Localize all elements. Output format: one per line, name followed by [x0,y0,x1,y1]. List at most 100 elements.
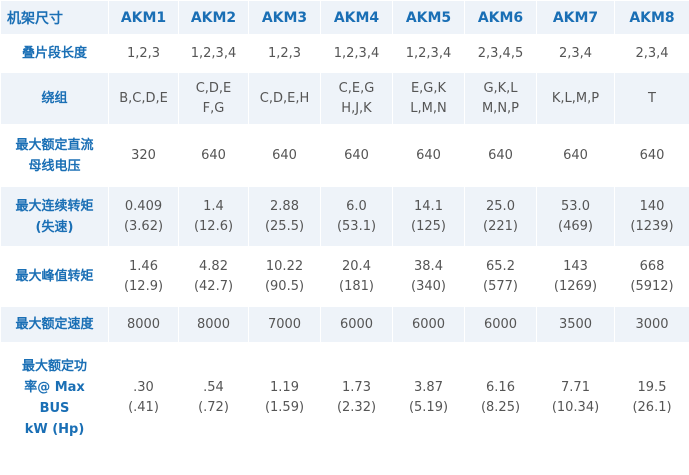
row-label-line: 率@ Max [24,379,85,395]
row-label: 最大额定功 率@ Max BUS kW (Hp) [0,342,109,453]
cell-line: G,K,L [483,80,518,96]
row-label-line: 最大额定功 [21,358,87,374]
cell-line: 3000 [635,316,669,332]
cell-line: 140 [639,198,665,214]
table-cell: 2,3,4 [614,34,689,73]
table-cell: 668 (5912) [614,246,689,307]
cell-line: 640 [344,147,369,163]
cell-line: (26.1) [632,399,672,415]
row-label-line: 最大额定速度 [15,317,94,332]
row-label: 最大峰值转矩 [0,246,109,307]
row-label-line: kW (Hp) [24,421,85,437]
row-label-line: (失速) [35,219,74,235]
cell-line: 8000 [126,316,161,332]
cell-line: 2.88 [270,198,299,214]
cell-line: (181) [339,278,374,294]
table-cell: 1.19 (1.59) [248,342,321,453]
cell-line: (1.59) [264,399,305,415]
cell-line: (221) [483,218,518,234]
model-header: AKM8 [614,0,689,35]
table-cell: 3.87 (5.19) [392,342,465,453]
table-cell: 8000 [178,306,249,343]
table-row: 最大额定功 率@ Max BUS kW (Hp) .30 (.41) .54 (.72) 1.1… [0,342,689,453]
table-cell: .30 (.41) [108,342,179,453]
cell-line: 7000 [267,316,302,332]
table-cell: 2,3,4,5 [464,34,537,73]
table-cell: 640 [536,124,615,187]
cell-line: 2,3,4,5 [477,45,524,61]
spec-table: 机架尺寸 AKM1 AKM2 AKM3 AKM4 AKM5 AKM6 AKM7 … [0,0,689,453]
cell-line: (12.6) [193,218,234,234]
table-cell: 3500 [536,306,615,343]
cell-line: 1.46 [129,258,158,274]
cell-line: 1,2,3,4 [405,45,452,61]
cell-line: 2,3,4 [558,45,593,61]
table-cell: 3000 [614,306,689,343]
table-cell: 1,2,3 [248,34,321,73]
cell-line: H,J,K [341,100,372,116]
cell-line: 0.409 [124,198,163,214]
row-label-line: 最大峰值转矩 [15,269,94,284]
cell-line: (3.62) [123,218,164,234]
cell-line: 38.4 [414,258,443,274]
cell-line: (12.9) [123,278,164,294]
table-cell: 1,2,3,4 [392,34,465,73]
row-label-line: 最大额定直流 [15,137,94,153]
table-cell: 1.46 (12.9) [108,246,179,307]
table-cell: 19.5 (26.1) [614,342,689,453]
cell-line: 53.0 [561,198,590,214]
cell-line: .54 [203,379,224,395]
cell-line: 7.71 [561,379,590,395]
table-cell: 640 [392,124,465,187]
cell-line: (.72) [198,399,229,415]
cell-line: 14.1 [414,198,443,214]
table-cell: K,L,M,P [536,72,615,125]
table-row: 叠片段长度 1,2,3 1,2,3,4 1,2,3 1,2,3,4 1,2,3,4 2,3,… [0,34,689,73]
cell-line: C,D,E [195,80,232,96]
table-cell: 65.2 (577) [464,246,537,307]
cell-line: T [648,90,656,106]
cell-line: 20.4 [342,258,371,274]
cell-line: 640 [488,147,513,163]
table-cell: 6000 [320,306,393,343]
cell-line: K,L,M,P [551,90,600,106]
table-cell: 1.73 (2.32) [320,342,393,453]
cell-line: 6000 [411,316,446,332]
cell-line: 19.5 [637,379,667,395]
table-row: 最大峰值转矩 1.46 (12.9) 4.82 (42.7) 10.22 (90.5) 20.… [0,246,689,307]
table-cell: 2.88 (25.5) [248,186,321,247]
table-cell: 14.1 (125) [392,186,465,247]
cell-line: 1.4 [203,198,224,214]
cell-line: 143 [563,258,588,274]
row-label: 最大连续转矩 (失速) [0,186,109,247]
table-cell: C,D,E,H [248,72,321,125]
table-cell: 1.4 (12.6) [178,186,249,247]
cell-line: (5912) [630,278,674,294]
cell-line: 10.22 [265,258,304,274]
cell-line: 2,3,4 [635,45,669,61]
table-cell: 1,2,3,4 [178,34,249,73]
model-header: AKM7 [536,0,615,35]
cell-line: 640 [563,147,588,163]
table-cell: 6000 [392,306,465,343]
cell-line: 1,2,3,4 [333,45,380,61]
table-cell: 4.82 (42.7) [178,246,249,307]
cell-line: M,N,P [481,100,520,116]
table-cell: 143 (1269) [536,246,615,307]
cell-line: 1.73 [342,379,371,395]
cell-line: 6000 [339,316,374,332]
table-cell: 20.4 (181) [320,246,393,307]
cell-line: (340) [411,278,446,294]
cell-line: (90.5) [264,278,305,294]
table-cell: C,D,E F,G [178,72,249,125]
row-label: 叠片段长度 [0,34,109,73]
cell-line: 1.19 [270,379,299,395]
cell-line: 65.2 [486,258,515,274]
row-label-line: 绕组 [41,91,68,106]
cell-line: (8.25) [480,399,521,415]
cell-line: (.41) [128,399,159,415]
cell-line: (25.5) [264,218,305,234]
cell-line: L,M,N [410,100,447,116]
cell-line: C,D,E,H [259,90,310,106]
table-cell: 53.0 (469) [536,186,615,247]
